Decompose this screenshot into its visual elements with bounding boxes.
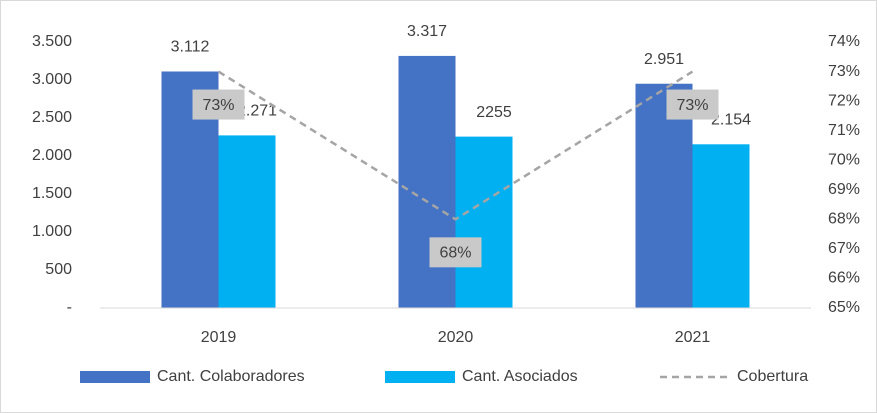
- x-tick-label: 2020: [438, 329, 474, 346]
- legend-swatch: [385, 371, 455, 383]
- bar-label: 2.271: [237, 103, 277, 120]
- bar: [635, 83, 693, 308]
- y-tick-label: -: [67, 299, 72, 316]
- bar-label: 2.154: [711, 112, 751, 129]
- legend-label: Cant. Asociados: [462, 368, 578, 385]
- y-tick-label: 1.000: [32, 223, 72, 240]
- y-tick-label: 3.500: [32, 33, 72, 50]
- bar: [692, 144, 750, 308]
- bar-label: 3.317: [407, 23, 447, 40]
- y-tick-label: 2.500: [32, 109, 72, 126]
- legend-label: Cant. Colaboradores: [157, 368, 305, 385]
- y-tick-label: 2.000: [32, 147, 72, 164]
- label-box: [192, 89, 245, 120]
- y2-tick-label: 71%: [828, 122, 860, 139]
- line-label: 73%: [202, 97, 234, 114]
- x-tick-label: 2019: [201, 329, 237, 346]
- line-label: 68%: [439, 245, 471, 262]
- legend-swatch: [80, 371, 150, 383]
- bar-label: 3.112: [171, 39, 210, 56]
- y2-tick-label: 67%: [828, 240, 860, 257]
- y-tick-label: 1.500: [32, 185, 72, 202]
- y2-tick-label: 69%: [828, 181, 860, 198]
- line-label: 73%: [676, 97, 708, 114]
- bar: [218, 135, 276, 308]
- bar-label: 2255: [476, 104, 512, 121]
- bar-label: 2.951: [644, 51, 684, 68]
- y2-tick-label: 73%: [828, 63, 860, 80]
- y2-tick-label: 70%: [828, 151, 860, 168]
- y-tick-label: 500: [45, 261, 72, 278]
- y2-tick-label: 72%: [828, 92, 860, 109]
- bar: [398, 55, 456, 308]
- y2-tick-label: 65%: [828, 299, 860, 316]
- y2-tick-label: 74%: [828, 33, 860, 50]
- line: [217, 70, 694, 221]
- bar: [455, 136, 513, 308]
- y-tick-label: 3.000: [32, 71, 72, 88]
- y2-tick-label: 68%: [828, 211, 860, 228]
- legend-label: Cobertura: [737, 368, 808, 385]
- y2-tick-label: 66%: [828, 270, 860, 287]
- label-box: [666, 89, 719, 120]
- label-box: [429, 237, 482, 268]
- x-tick-label: 2021: [675, 329, 711, 346]
